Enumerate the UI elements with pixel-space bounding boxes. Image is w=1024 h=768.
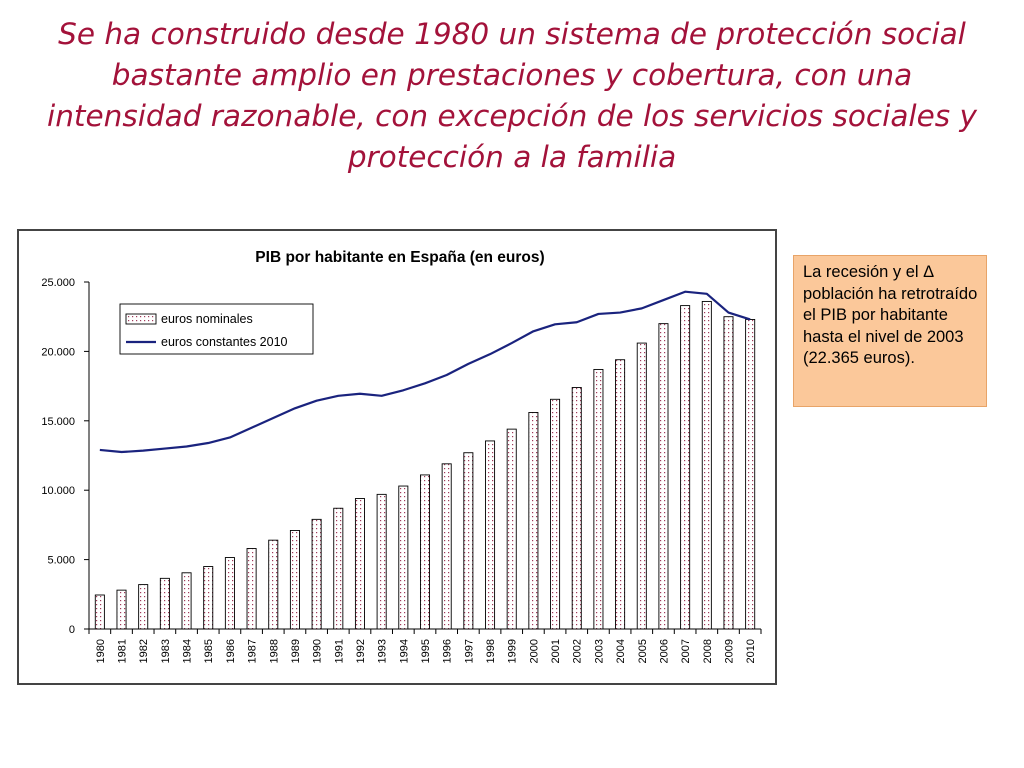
- x-tick-label: 1998: [485, 639, 497, 663]
- x-tick-label: 1995: [420, 639, 432, 663]
- bar-nominal: [268, 539, 279, 630]
- bar-nominal: [723, 316, 734, 630]
- legend-swatch-bar: [125, 313, 157, 325]
- x-tick-label: 1984: [182, 639, 194, 663]
- x-tick-label: 2003: [593, 639, 605, 663]
- x-tick-label: 1997: [463, 639, 475, 663]
- x-tick-label: 1986: [225, 639, 237, 663]
- x-tick-label: 2009: [723, 639, 735, 663]
- note-box: La recesión y el Δ población ha retrotra…: [793, 255, 987, 407]
- legend-box: [119, 303, 314, 355]
- x-tick-label: 1982: [138, 639, 150, 663]
- pib-chart: PIB por habitante en España (en euros) 0 5…: [41, 249, 762, 663]
- x-tick-label: 2007: [680, 639, 692, 663]
- y-tick-label: 25.000: [41, 277, 75, 289]
- bar-nominal: [463, 452, 474, 630]
- x-tick-label: 1990: [312, 639, 324, 663]
- x-tick-label: 2006: [658, 639, 670, 663]
- y-tick-label: 5.000: [47, 555, 75, 567]
- bar-nominal: [398, 485, 409, 630]
- bar-nominal: [636, 342, 647, 630]
- bar-nominal: [224, 557, 235, 630]
- x-tick-label: 1989: [290, 639, 302, 663]
- legend-label-nominal: euros nominales: [161, 312, 253, 326]
- x-tick-label: 2008: [702, 639, 714, 663]
- bar-nominal: [138, 584, 149, 630]
- bar-nominal: [246, 548, 257, 630]
- x-tick-label: 1988: [268, 639, 280, 663]
- x-tick-label: 1981: [117, 639, 129, 663]
- x-tick-label: 1980: [95, 639, 107, 663]
- x-tick-label: 1992: [355, 639, 367, 663]
- bar-nominal: [593, 368, 604, 630]
- bar-nominal: [354, 498, 365, 630]
- bar-nominal: [94, 594, 105, 630]
- x-tick-label: 1987: [247, 639, 259, 663]
- bar-nominal: [203, 566, 214, 630]
- y-tick-label: 10.000: [41, 485, 75, 497]
- x-tick-label: 1985: [203, 639, 215, 663]
- bar-nominal: [311, 518, 322, 630]
- bar-nominal: [289, 530, 300, 630]
- bar-nominal: [419, 474, 431, 630]
- x-tick-label: 2000: [528, 639, 540, 663]
- bar-nominal: [745, 319, 756, 630]
- bar-nominal: [658, 323, 669, 630]
- bar-nominal: [441, 463, 452, 630]
- x-tick-label: 2002: [572, 639, 584, 663]
- y-tick-label: 0: [69, 624, 75, 636]
- bar-nominal: [550, 398, 561, 630]
- x-tick-label: 1991: [333, 639, 345, 663]
- bar-nominal: [528, 412, 539, 630]
- slide-title: Se ha construido desde 1980 un sistema d…: [47, 17, 977, 174]
- bar-nominal: [376, 493, 387, 630]
- x-tick-label: 2001: [550, 639, 562, 663]
- bar-nominal: [571, 387, 582, 630]
- bar-nominal: [159, 577, 170, 630]
- x-tick-label: 2010: [745, 639, 757, 663]
- bar-nominal: [506, 428, 517, 630]
- bar-nominal: [181, 572, 192, 630]
- bar-nominal: [333, 507, 344, 630]
- y-tick-label: 20.000: [41, 346, 75, 358]
- x-tick-label: 1999: [507, 639, 519, 663]
- bar-nominal: [701, 300, 712, 630]
- chart-container: PIB por habitante en España (en euros) 0 5…: [17, 229, 777, 685]
- line-constant-euros: [99, 290, 751, 454]
- x-tick-label: 1983: [160, 639, 172, 663]
- x-tick-label: 1994: [398, 639, 410, 663]
- x-tick-label: 1993: [377, 639, 389, 663]
- chart-title: PIB por habitante en España (en euros): [255, 249, 544, 266]
- x-tick-label: 2004: [615, 639, 627, 663]
- bar-nominal: [485, 440, 496, 630]
- legend-label-constant: euros constantes 2010: [161, 335, 288, 349]
- x-tick-label: 2005: [637, 639, 649, 663]
- bar-nominal: [116, 589, 127, 630]
- y-tick-label: 15.000: [41, 416, 75, 428]
- bar-nominal: [680, 305, 691, 630]
- bar-nominal: [615, 359, 626, 630]
- x-tick-label: 1996: [442, 639, 454, 663]
